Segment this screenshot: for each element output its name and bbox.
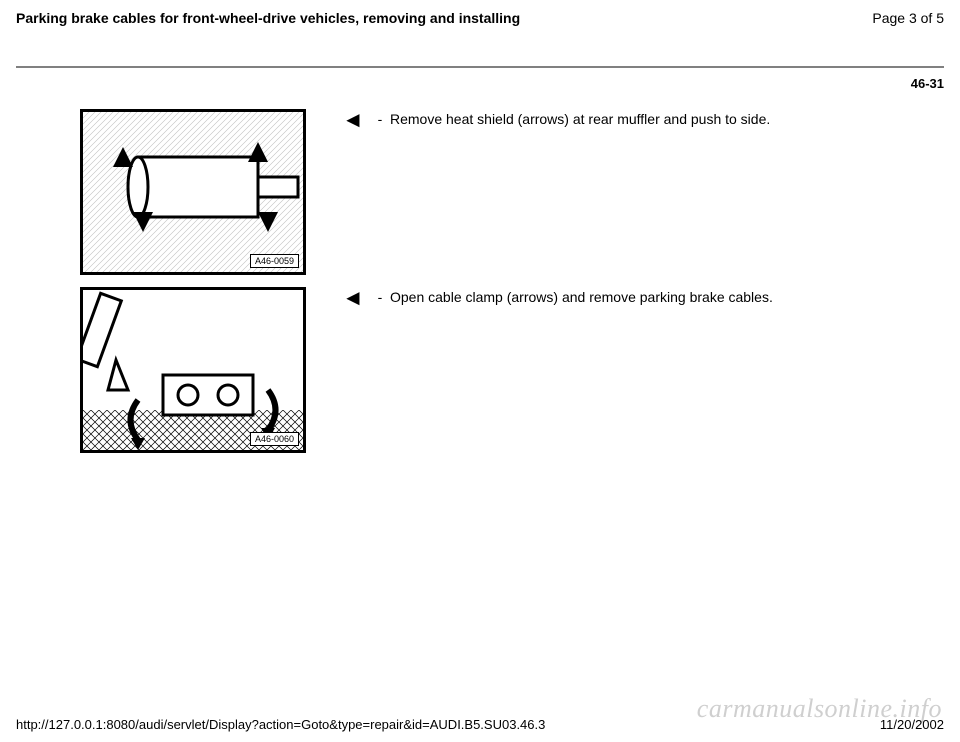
pointer-icon: ◄ — [342, 109, 370, 131]
step-row: A46-0059 ◄ - Remove heat shield (arrows)… — [16, 109, 944, 275]
page-number: Page 3 of 5 — [872, 10, 944, 26]
figure-heat-shield-svg — [83, 112, 303, 272]
bullet-dash: - — [370, 289, 390, 305]
figure-cable-clamp: A46-0060 — [80, 287, 306, 453]
footer-date: 11/20/2002 — [880, 717, 944, 732]
step-row: A46-0060 ◄ - Open cable clamp (arrows) a… — [16, 287, 944, 453]
document-page: Parking brake cables for front-wheel-dri… — [0, 0, 960, 742]
step-instruction: Remove heat shield (arrows) at rear muff… — [390, 111, 770, 127]
step-text: - Open cable clamp (arrows) and remove p… — [370, 287, 944, 305]
figure-label: A46-0059 — [250, 254, 299, 268]
pointer-icon: ◄ — [342, 287, 370, 309]
figure-heat-shield: A46-0059 — [80, 109, 306, 275]
content-area: A46-0059 ◄ - Remove heat shield (arrows)… — [16, 109, 944, 453]
step-text: - Remove heat shield (arrows) at rear mu… — [370, 109, 944, 127]
page-title: Parking brake cables for front-wheel-dri… — [16, 10, 520, 26]
header-divider — [16, 66, 944, 68]
section-code: 46-31 — [16, 76, 944, 91]
footer-url: http://127.0.0.1:8080/audi/servlet/Displ… — [16, 717, 545, 732]
figure-label: A46-0060 — [250, 432, 299, 446]
step-instruction: Open cable clamp (arrows) and remove par… — [390, 289, 773, 305]
figure-cable-clamp-svg — [83, 290, 303, 450]
page-header: Parking brake cables for front-wheel-dri… — [16, 10, 944, 26]
bullet-dash: - — [370, 111, 390, 127]
